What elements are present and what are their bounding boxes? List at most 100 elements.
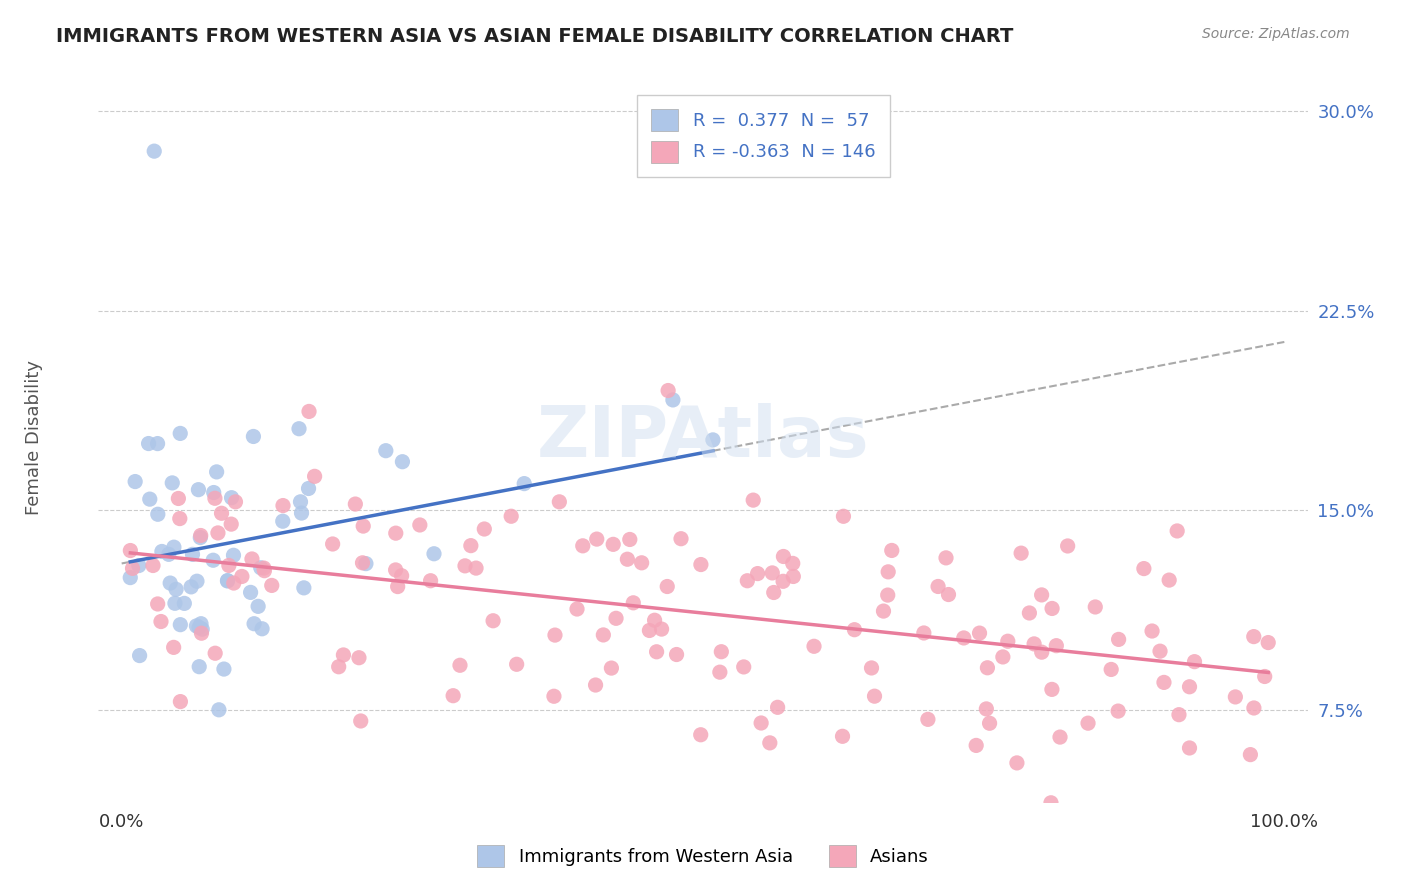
Point [169,426,191,441]
Point [1166,524,1188,538]
Point [180,580,202,594]
Point [249,561,271,575]
Point [374,443,396,458]
Point [969,626,991,640]
Point [1184,655,1206,669]
Point [169,511,191,525]
Point [211,506,233,520]
Point [1005,756,1028,770]
Point [247,599,270,614]
Point [742,493,765,508]
Point [352,556,374,570]
Point [747,566,769,581]
Point [253,564,276,578]
Point [1239,747,1261,762]
Point [186,574,208,589]
Point [1018,606,1040,620]
Point [222,576,245,591]
Point [142,558,165,573]
Point [657,384,679,398]
Point [217,574,239,588]
Point [644,613,666,627]
Point [976,702,998,716]
Point [645,645,668,659]
Point [157,547,180,561]
Point [832,509,855,524]
Point [616,552,638,566]
Point [239,585,262,599]
Point [876,588,898,602]
Point [1254,669,1277,683]
Point [872,604,894,618]
Point [938,588,960,602]
Point [863,689,886,703]
Point [190,626,212,640]
Point [782,557,804,571]
Point [121,561,143,575]
Point [543,690,565,704]
Point [387,580,409,594]
Point [662,392,685,407]
Point [505,657,527,672]
Point [149,615,172,629]
Point [297,482,319,496]
Point [1024,637,1046,651]
Point [621,596,644,610]
Point [391,568,413,582]
Y-axis label: Female Disability: Female Disability [25,359,42,515]
Point [350,714,373,728]
Point [190,528,212,542]
Point [187,483,209,497]
Point [167,491,190,506]
Point [139,492,162,507]
Point [384,563,406,577]
Point [162,475,184,490]
Point [253,561,276,575]
Point [605,611,627,625]
Point [935,550,957,565]
Point [657,580,679,594]
Point [602,537,624,551]
Point [585,532,607,546]
Point [772,549,794,564]
Point [159,576,181,591]
Point [146,508,169,522]
Point [181,547,204,561]
Point [120,543,142,558]
Point [124,475,146,489]
Point [1040,601,1063,615]
Point [1257,635,1279,649]
Point [1225,690,1247,704]
Point [997,634,1019,648]
Point [927,579,949,593]
Point [709,665,731,680]
Point [912,626,935,640]
Text: IMMIGRANTS FROM WESTERN ASIA VS ASIAN FEMALE DISABILITY CORRELATION CHART: IMMIGRANTS FROM WESTERN ASIA VS ASIAN FE… [56,27,1014,45]
Point [1243,630,1265,644]
Point [347,650,370,665]
Point [271,514,294,528]
Point [202,485,225,500]
Point [1149,644,1171,658]
Point [188,531,211,545]
Point [231,569,253,583]
Point [163,640,186,655]
Point [188,659,211,673]
Point [592,628,614,642]
Point [190,616,212,631]
Point [250,622,273,636]
Point [205,465,228,479]
Point [513,476,536,491]
Point [219,517,242,532]
Point [877,565,900,579]
Point [651,622,673,636]
Point [548,495,571,509]
Legend: R =  0.377  N =  57, R = -0.363  N = 146: R = 0.377 N = 57, R = -0.363 N = 146 [637,95,890,177]
Point [217,574,239,588]
Point [202,553,225,567]
Text: ZIPAtlas: ZIPAtlas [537,402,869,472]
Point [501,509,523,524]
Point [844,623,866,637]
Point [737,574,759,588]
Point [917,712,939,726]
